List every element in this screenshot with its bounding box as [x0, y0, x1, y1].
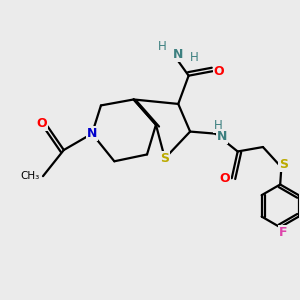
- Text: N: N: [87, 127, 97, 140]
- Text: H: H: [190, 51, 198, 64]
- Text: H: H: [158, 40, 167, 53]
- Text: F: F: [279, 226, 287, 239]
- Text: S: S: [279, 158, 288, 171]
- Text: O: O: [219, 172, 230, 185]
- Text: N: N: [173, 48, 183, 61]
- Text: N: N: [217, 130, 227, 142]
- Text: H: H: [214, 119, 223, 132]
- Text: CH₃: CH₃: [21, 171, 40, 181]
- Text: O: O: [214, 65, 224, 78]
- Text: O: O: [36, 117, 47, 130]
- Text: S: S: [160, 152, 169, 165]
